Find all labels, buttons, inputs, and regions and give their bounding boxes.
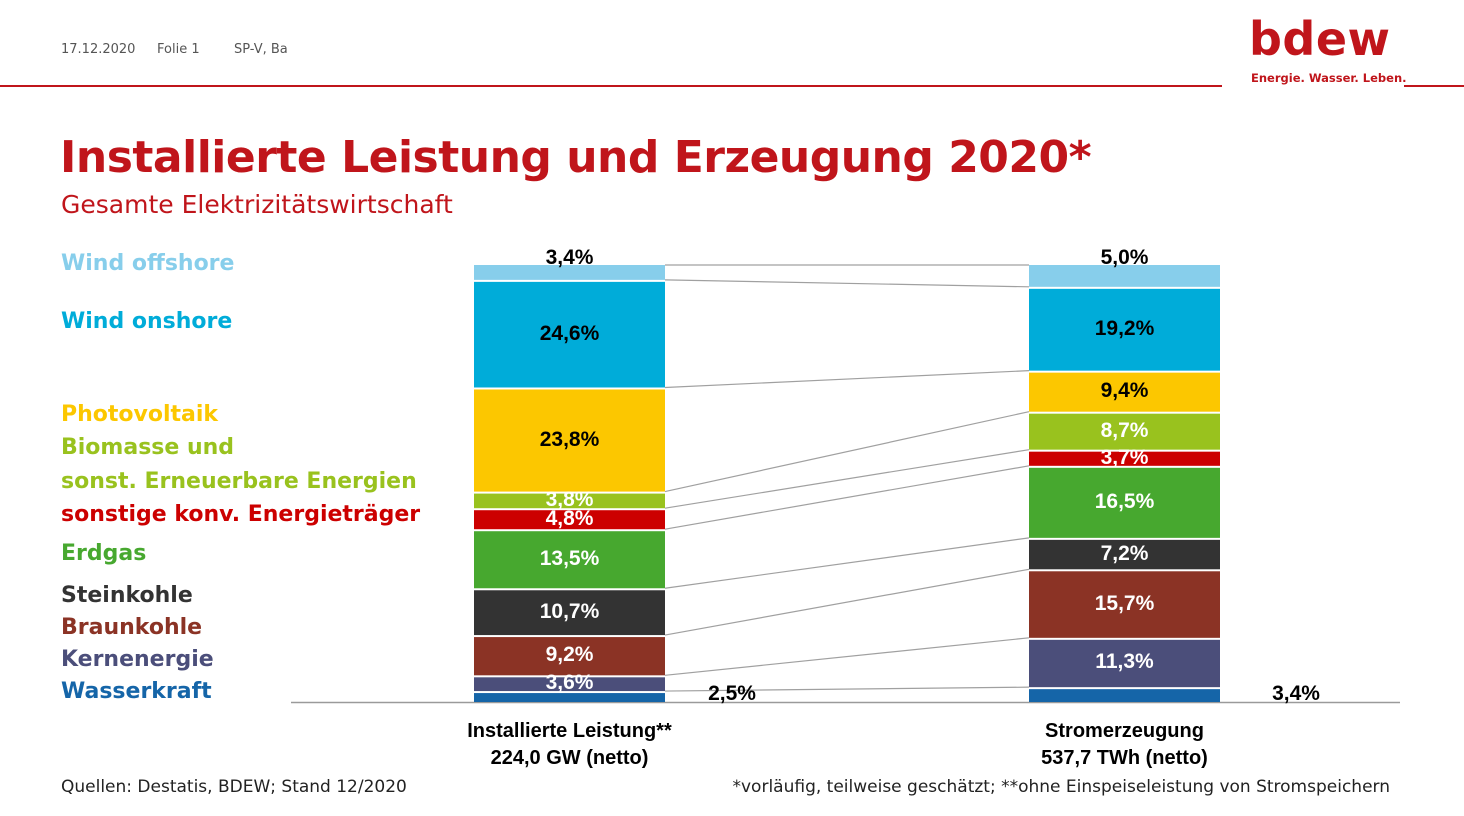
bar-label-sonstige-konv-energietr-ger-2: 3,7% [1100, 445, 1149, 469]
bar-segment-biomasse-und-sonst-erneuerbare-energien-1 [474, 493, 665, 509]
bdew-logo: bdew [1249, 12, 1391, 66]
bar-label-photovoltaik-2: 9,4% [1100, 379, 1149, 403]
bar-label-sonstige-konv-energietr-ger-1: 4,8% [545, 506, 594, 530]
bar-segment-sonstige-konv-energietr-ger-2 [1029, 451, 1220, 466]
connector-line [664, 465, 1030, 530]
bar-label-wind-onshore-2: 19,2% [1094, 316, 1155, 340]
bar-segment-steinkohle-2 [1029, 539, 1220, 570]
bdew-logo-tagline: Energie. Wasser. Leben. [1251, 71, 1407, 85]
connector-line [664, 537, 1030, 589]
bar-segment-kernenergie-2 [1029, 639, 1220, 688]
bar-segment-wind-onshore-2 [1029, 288, 1220, 371]
bar-segment-wind-offshore-1 [474, 265, 665, 280]
bar-segment-wasserkraft-2 [1029, 689, 1220, 702]
legend-item-photovoltaik: Photovoltaik [61, 402, 219, 427]
bar-segment-braunkohle-2 [1029, 571, 1220, 638]
legend-item-wind-offshore: Wind offshore [61, 251, 235, 276]
header-rule-right [1404, 85, 1464, 87]
page-title: Installierte Leistung und Erzeugung 2020… [60, 132, 1092, 183]
legend-item-wind-onshore: Wind onshore [61, 309, 233, 334]
slide-number: Folie 1 [157, 42, 200, 57]
connector-line [664, 279, 1030, 288]
bar-label-steinkohle-2: 7,2% [1100, 541, 1149, 565]
bar-segment-wasserkraft-1 [474, 693, 665, 702]
bar-label-steinkohle-1: 10,7% [539, 599, 600, 623]
legend-item-braunkohle: Braunkohle [61, 615, 203, 640]
bar-segment-photovoltaik-2 [1029, 372, 1220, 412]
bar-segment-wind-onshore-1 [474, 281, 665, 388]
bar-label-wasserkraft-1: 2,5% [708, 682, 756, 705]
bar-segment-braunkohle-1 [474, 637, 665, 676]
category-label-1: Installierte Leistung** [467, 720, 672, 742]
page-subtitle: Gesamte Elektrizitätswirtschaft [61, 190, 453, 219]
bar-segment-photovoltaik-1 [474, 389, 665, 492]
bar-label-erdgas-1: 13,5% [539, 546, 600, 570]
slide-date: 17.12.2020 [61, 42, 136, 57]
category-sublabel-2: 537,7 TWh (netto) [1041, 747, 1208, 769]
bar-segment-erdgas-1 [474, 531, 665, 589]
bar-label-photovoltaik-1: 23,8% [539, 427, 600, 451]
legend-item-wasserkraft: Wasserkraft [61, 679, 212, 704]
bar-label-kernenergie-1: 3,6% [545, 671, 594, 695]
legend-item-biomasse-und-sonst-erneuerbare-energien-line1: Biomasse und [61, 435, 235, 460]
bar-label-biomasse-und-sonst-erneuerbare-energien-2: 8,7% [1100, 418, 1149, 442]
source-note: Quellen: Destatis, BDEW; Stand 12/2020 [61, 777, 407, 797]
legend-item-erdgas: Erdgas [61, 541, 147, 566]
footnote: *vorläufig, teilweise geschätzt; **ohne … [732, 777, 1391, 797]
connector-line [664, 411, 1030, 493]
bar-label-braunkohle-2: 15,7% [1094, 591, 1155, 615]
slide-author: SP-V, Ba [234, 42, 288, 57]
connector-line [664, 686, 1030, 692]
legend-item-sonstige-konv-energietr-ger: sonstige konv. Energieträger [61, 502, 421, 527]
bar-segment-erdgas-2 [1029, 467, 1220, 538]
bar-label-erdgas-2: 16,5% [1094, 489, 1155, 513]
legend-item-biomasse-und-sonst-erneuerbare-energien-line2: sonst. Erneuerbare Energien [61, 469, 417, 494]
bar-label-biomasse-und-sonst-erneuerbare-energien-1: 3,8% [545, 487, 594, 511]
connector-line [664, 568, 1030, 636]
bar-segment-wind-offshore-2 [1029, 265, 1220, 287]
bar-label-braunkohle-1: 9,2% [545, 643, 594, 667]
bar-segment-sonstige-konv-energietr-ger-1 [474, 510, 665, 530]
connector-line [664, 370, 1030, 389]
connector-line [664, 637, 1030, 676]
category-label-2: Stromerzeugung [1045, 720, 1204, 742]
bar-label-wind-offshore-1: 3,4% [545, 246, 594, 269]
legend-item-steinkohle: Steinkohle [61, 583, 193, 608]
bar-segment-biomasse-und-sonst-erneuerbare-energien-2 [1029, 413, 1220, 450]
bar-label-wind-onshore-1: 24,6% [539, 321, 600, 345]
bar-segment-kernenergie-1 [474, 677, 665, 692]
bar-label-wind-offshore-2: 5,0% [1100, 246, 1149, 269]
bar-segment-steinkohle-1 [474, 590, 665, 636]
header-rule-left [0, 85, 1222, 87]
bar-label-wasserkraft-2: 3,4% [1272, 682, 1320, 705]
connector-line [664, 449, 1030, 509]
bar-label-kernenergie-2: 11,3% [1095, 650, 1154, 674]
category-sublabel-1: 224,0 GW (netto) [490, 747, 649, 769]
legend-item-kernenergie: Kernenergie [61, 647, 214, 672]
